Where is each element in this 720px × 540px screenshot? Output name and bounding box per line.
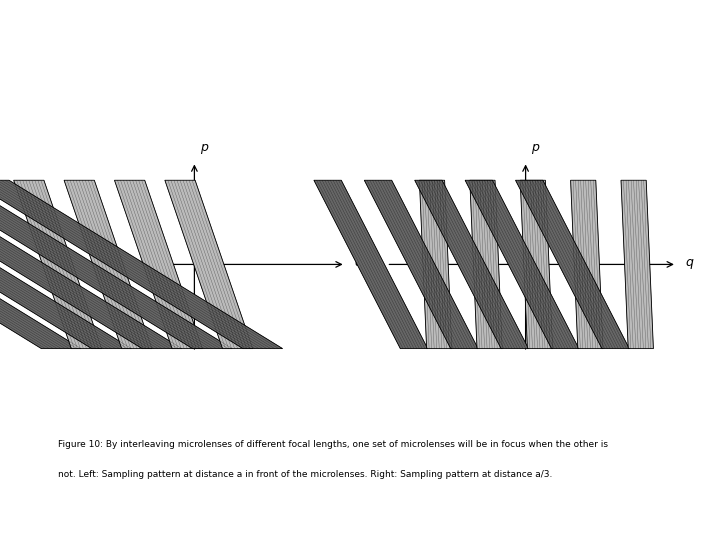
Polygon shape <box>465 180 579 349</box>
Polygon shape <box>621 180 654 349</box>
Polygon shape <box>571 180 603 349</box>
Text: © 2010 Adobe Systems Incorporated.  All Rights Reserved.: © 2010 Adobe Systems Incorporated. All R… <box>9 519 258 528</box>
Polygon shape <box>314 180 428 349</box>
Polygon shape <box>0 180 182 349</box>
Polygon shape <box>0 180 283 349</box>
Polygon shape <box>14 180 102 349</box>
Polygon shape <box>516 180 629 349</box>
Text: $q$: $q$ <box>354 258 364 272</box>
Polygon shape <box>0 180 132 349</box>
Text: $p$: $p$ <box>200 142 210 156</box>
Text: Phase Space analysis: Miocrolenses of different focal lengths: Phase Space analysis: Miocrolenses of di… <box>9 11 559 29</box>
Text: Figure 10: By interleaving microlenses of different focal lengths, one set of mi: Figure 10: By interleaving microlenses o… <box>58 440 608 449</box>
Polygon shape <box>64 180 152 349</box>
Text: A: A <box>699 517 709 531</box>
Text: 26: 26 <box>354 519 366 529</box>
Polygon shape <box>165 180 253 349</box>
Polygon shape <box>469 180 502 349</box>
Polygon shape <box>0 180 233 349</box>
Text: not. Left: Sampling pattern at distance a in front of the microlenses. Right: Sa: not. Left: Sampling pattern at distance … <box>58 470 552 480</box>
Polygon shape <box>419 180 452 349</box>
Polygon shape <box>415 180 528 349</box>
Text: $p$: $p$ <box>531 142 541 156</box>
Polygon shape <box>521 180 553 349</box>
Polygon shape <box>114 180 202 349</box>
Text: $q$: $q$ <box>685 258 695 272</box>
Polygon shape <box>364 180 478 349</box>
Polygon shape <box>0 180 81 349</box>
